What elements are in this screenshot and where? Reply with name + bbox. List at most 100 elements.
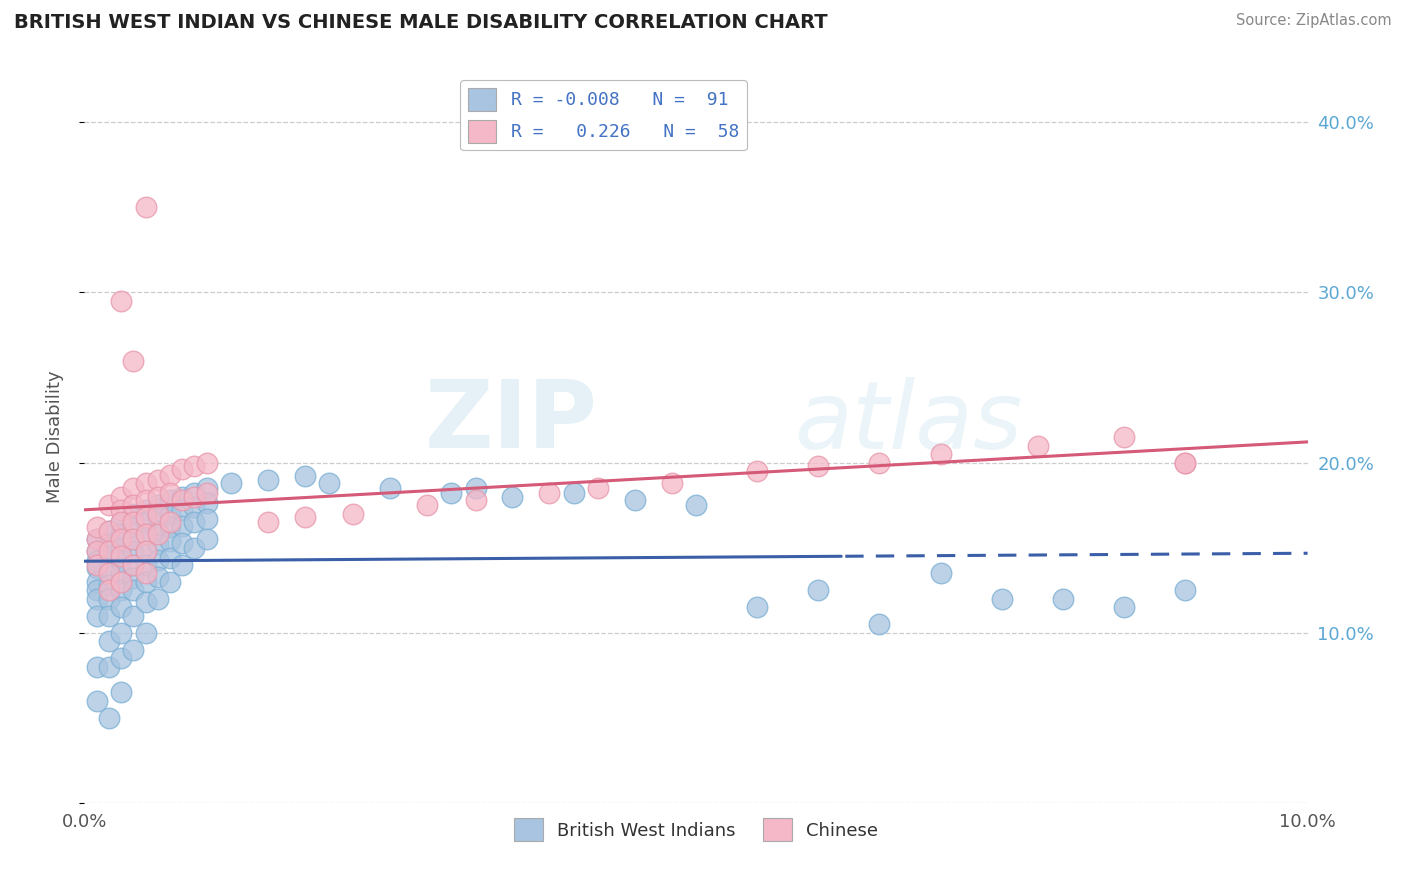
Point	[86, 532, 108, 546]
Point	[195, 481, 218, 495]
Point	[1052, 591, 1074, 606]
Text: ZIP: ZIP	[425, 376, 598, 468]
Point	[1114, 600, 1136, 615]
Point	[135, 503, 157, 517]
Point	[110, 541, 132, 555]
Point	[146, 510, 169, 524]
Point	[135, 510, 157, 524]
Point	[110, 566, 132, 581]
Point	[869, 617, 891, 632]
Point	[380, 481, 402, 495]
Point	[122, 481, 145, 495]
Point	[122, 507, 145, 521]
Point	[122, 583, 145, 598]
Point	[1114, 430, 1136, 444]
Point	[86, 574, 108, 589]
Point	[122, 498, 145, 512]
Point	[97, 524, 120, 538]
Point	[747, 600, 769, 615]
Point	[110, 490, 132, 504]
Point	[172, 558, 194, 572]
Point	[135, 574, 157, 589]
Point	[86, 561, 108, 575]
Point	[97, 578, 120, 592]
Point	[97, 549, 120, 563]
Point	[97, 591, 120, 606]
Point	[86, 583, 108, 598]
Point	[624, 493, 647, 508]
Point	[146, 507, 169, 521]
Point	[183, 541, 205, 555]
Point	[159, 507, 181, 521]
Point	[1028, 439, 1050, 453]
Point	[1174, 456, 1197, 470]
Point	[538, 486, 561, 500]
Point	[1174, 583, 1197, 598]
Point	[86, 591, 108, 606]
Point	[172, 518, 194, 533]
Point	[219, 475, 242, 490]
Point	[122, 532, 145, 546]
Point	[146, 552, 169, 566]
Point	[110, 515, 132, 529]
Point	[86, 544, 108, 558]
Point	[122, 608, 145, 623]
Point	[146, 498, 169, 512]
Point	[135, 475, 157, 490]
Point	[110, 503, 132, 517]
Point	[110, 625, 132, 640]
Point	[159, 486, 181, 500]
Point	[195, 456, 218, 470]
Point	[172, 493, 194, 508]
Point	[122, 353, 145, 368]
Point	[110, 600, 132, 615]
Point	[135, 544, 157, 558]
Point	[110, 554, 132, 568]
Point	[97, 634, 120, 648]
Point	[97, 561, 120, 575]
Point	[294, 469, 316, 483]
Point	[991, 591, 1014, 606]
Point	[172, 462, 194, 476]
Point	[97, 544, 120, 558]
Point	[122, 532, 145, 546]
Y-axis label: Male Disability: Male Disability	[45, 371, 63, 503]
Point	[464, 481, 486, 495]
Point	[110, 685, 132, 699]
Point	[122, 642, 145, 657]
Text: BRITISH WEST INDIAN VS CHINESE MALE DISABILITY CORRELATION CHART: BRITISH WEST INDIAN VS CHINESE MALE DISA…	[14, 13, 828, 32]
Point	[502, 490, 524, 504]
Point	[195, 532, 218, 546]
Point	[159, 574, 181, 589]
Point	[135, 527, 157, 541]
Point	[110, 574, 132, 589]
Point	[97, 537, 120, 551]
Point	[159, 533, 181, 548]
Point	[135, 544, 157, 558]
Point	[135, 527, 157, 541]
Point	[97, 583, 120, 598]
Point	[97, 566, 120, 581]
Point	[122, 558, 145, 572]
Point	[183, 458, 205, 473]
Point	[146, 527, 169, 541]
Point	[86, 544, 108, 558]
Point	[195, 496, 218, 510]
Text: atlas: atlas	[794, 377, 1022, 468]
Point	[747, 464, 769, 478]
Point	[146, 524, 169, 538]
Point	[135, 493, 157, 508]
Point	[416, 498, 439, 512]
Point	[135, 625, 157, 640]
Point	[257, 473, 280, 487]
Point	[86, 532, 108, 546]
Point	[146, 591, 169, 606]
Point	[464, 493, 486, 508]
Point	[869, 456, 891, 470]
Point	[110, 583, 132, 598]
Point	[1174, 456, 1197, 470]
Point	[929, 447, 952, 461]
Point	[318, 475, 340, 490]
Point	[146, 490, 169, 504]
Point	[122, 515, 145, 529]
